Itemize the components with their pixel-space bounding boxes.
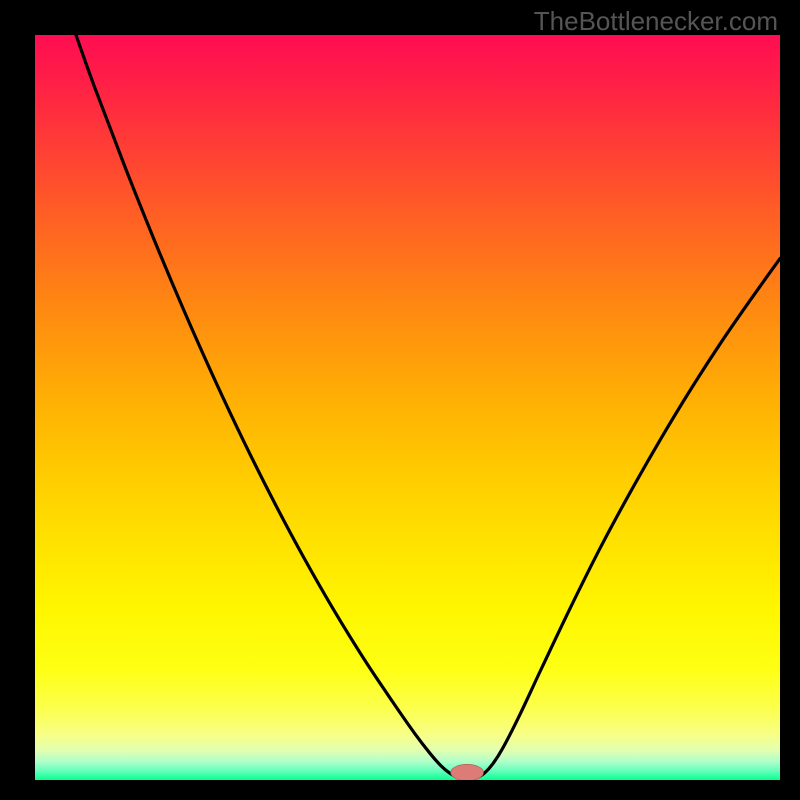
watermark-text: TheBottlenecker.com [534,6,778,37]
minimum-marker [451,764,484,780]
curve-layer [35,35,780,780]
plot-area [35,35,780,780]
bottleneck-chart: TheBottlenecker.com [0,0,800,800]
bottleneck-curve [76,35,780,779]
